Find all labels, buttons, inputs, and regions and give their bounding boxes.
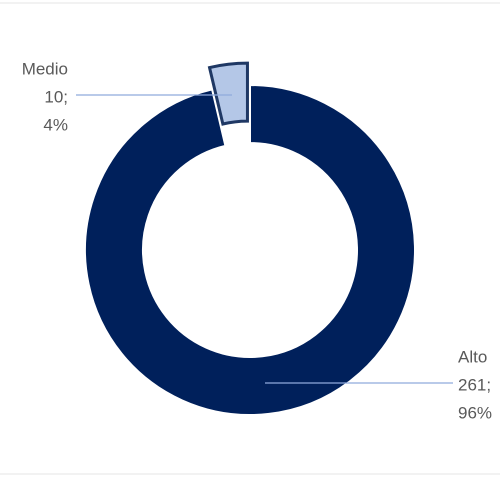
donut-slice xyxy=(84,83,416,416)
slice-value-label: 10; xyxy=(44,87,68,106)
slice-value-label: 261; xyxy=(458,375,491,394)
slice-percent-label: 96% xyxy=(458,403,492,422)
slice-percent-label: 4% xyxy=(43,115,68,134)
slice-category-label: Medio xyxy=(22,59,68,78)
slice-category-label: Alto xyxy=(458,347,487,366)
donut-slice xyxy=(207,61,249,126)
